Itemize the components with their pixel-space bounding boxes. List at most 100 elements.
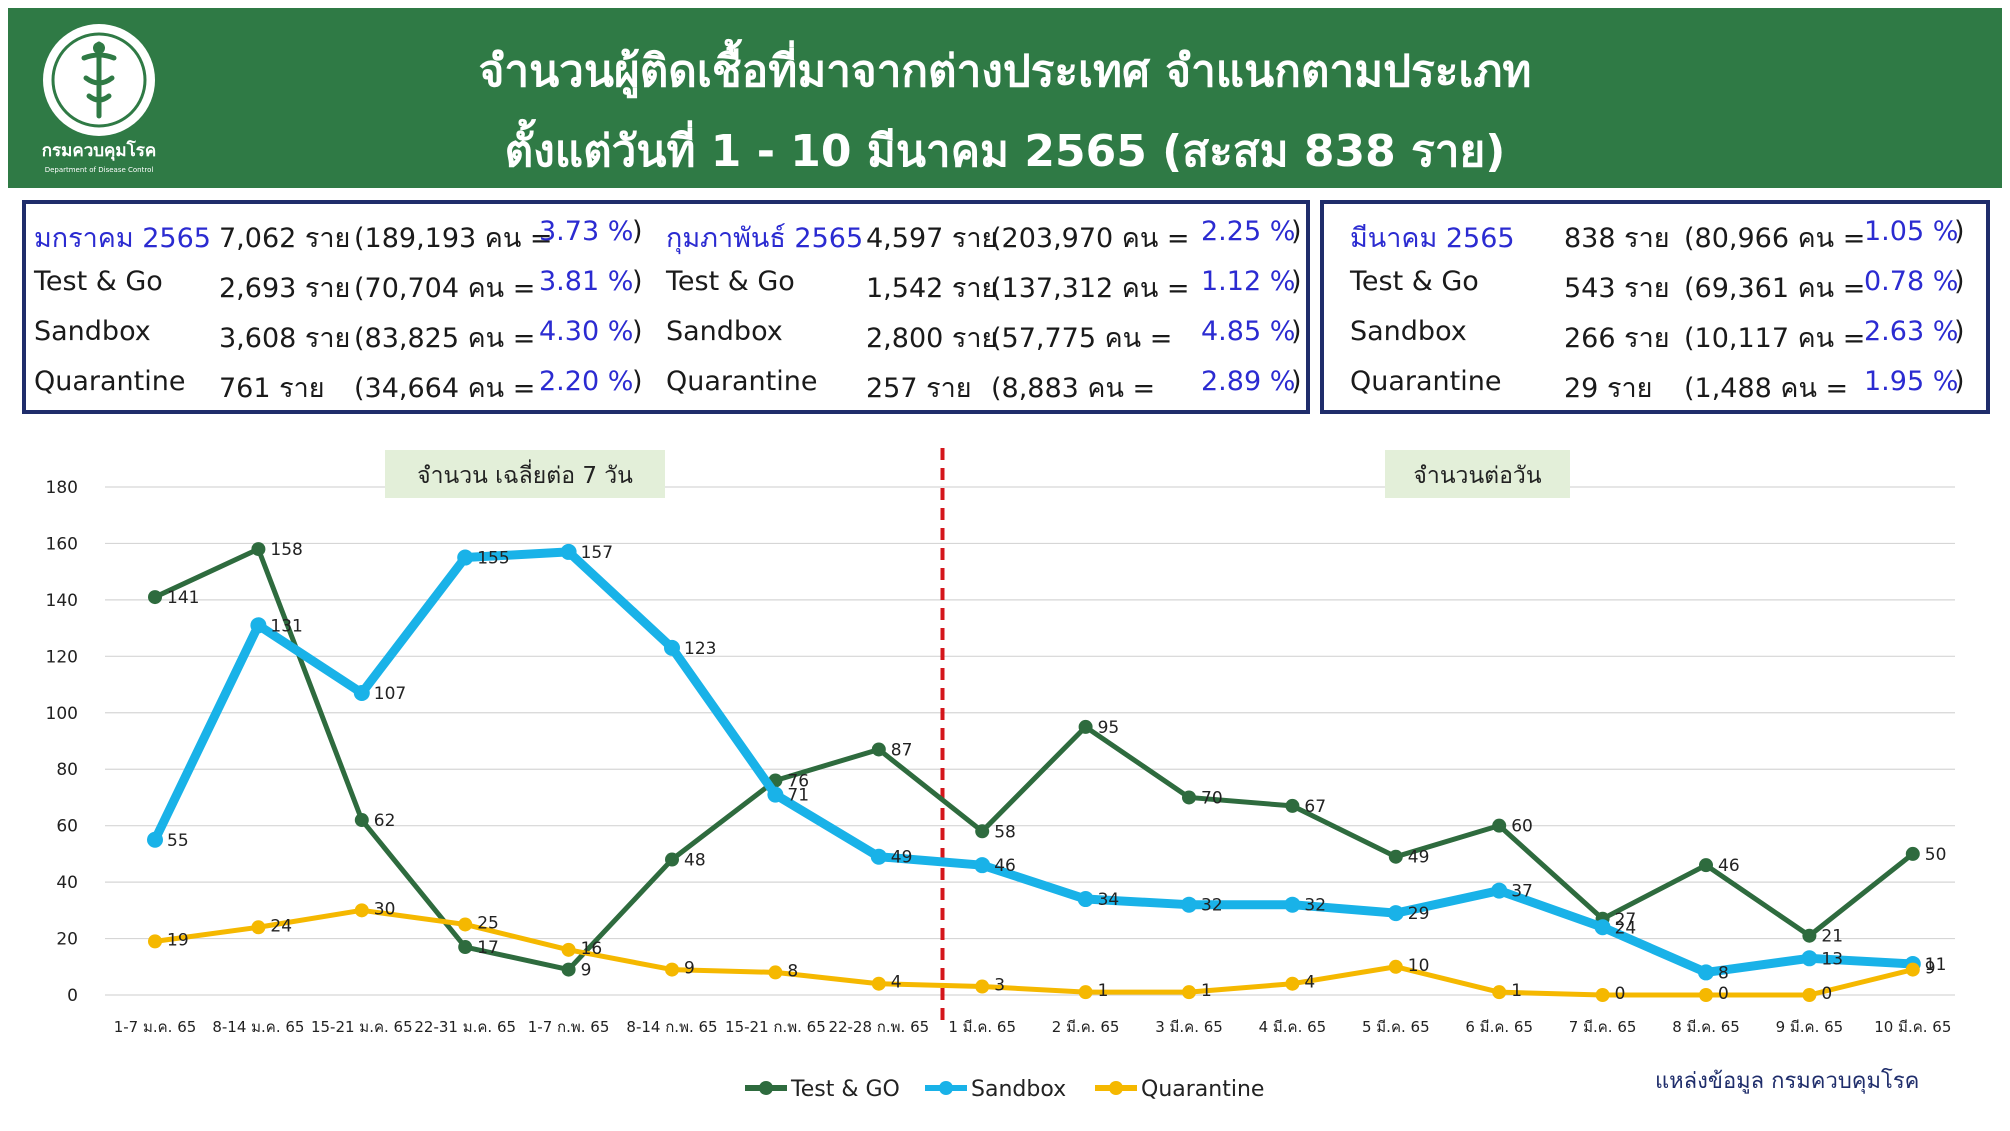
jan-row: Quarantine 761 ราย (34,664 คน = 2.20 %) — [26, 366, 1306, 406]
data-label: 141 — [167, 588, 199, 608]
feb-open: (203,970 คน = — [991, 223, 1190, 254]
x-tick-label: 15-21 ม.ค. 65 — [311, 1018, 413, 1036]
data-point — [1595, 988, 1610, 1002]
y-tick-label: 20 — [56, 930, 78, 950]
mar-open: (10,117 คน = — [1684, 323, 1866, 354]
data-label: 11 — [1925, 955, 1947, 975]
annotation-label: จำนวนต่อวัน — [1413, 463, 1541, 489]
ministry-logo-icon: กรมควบคุมโรค Department of Disease Contr… — [42, 24, 157, 174]
x-tick-label: 22-31 ม.ค. 65 — [414, 1018, 516, 1036]
jan-close: ) — [632, 366, 643, 397]
data-point — [1182, 790, 1196, 805]
data-point — [1285, 798, 1300, 813]
data-label: 158 — [270, 540, 302, 560]
data-point — [560, 543, 577, 560]
feb-pct: 2.89 % — [1201, 366, 1296, 397]
summary-box-mar: มีนาคม 2565 838 ราย (80,966 คน = 1.05 %) Tes… — [1320, 200, 1990, 414]
y-tick-label: 140 — [46, 591, 78, 611]
feb-close: ) — [1291, 316, 1302, 347]
data-point — [458, 917, 473, 932]
data-point — [457, 549, 474, 566]
data-point — [458, 940, 473, 955]
legend-marker — [939, 1081, 953, 1095]
data-label: 1 — [1098, 981, 1109, 1001]
data-label: 157 — [581, 543, 613, 563]
data-point — [871, 976, 886, 991]
data-label: 16 — [581, 939, 603, 959]
mar-close: ) — [1954, 316, 1965, 347]
feb-cases: 257 ราย — [866, 373, 972, 404]
x-tick-label: 3 มี.ค. 65 — [1155, 1018, 1223, 1036]
data-label: 0 — [1821, 984, 1832, 1004]
feb-label: Sandbox — [666, 316, 783, 347]
mar-cases: 266 ราย — [1564, 323, 1670, 354]
feb-close: ) — [1291, 266, 1302, 297]
mar-pct: 2.63 % — [1864, 316, 1959, 347]
page-subtitle: ตั้งแต่วันที่ 1 - 10 มีนาคม 2565 (สะสม 8… — [504, 126, 1506, 177]
legend-marker — [759, 1081, 773, 1095]
jan-label: Quarantine — [34, 366, 186, 397]
data-label: 123 — [684, 639, 716, 659]
data-label: 8 — [787, 961, 798, 981]
feb-open: (8,883 คน = — [991, 373, 1156, 404]
mar-row: Quarantine 29 ราย (1,488 คน = 1.95 %) — [1324, 366, 1986, 406]
data-point — [1492, 985, 1507, 1000]
data-label: 87 — [891, 740, 913, 760]
feb-cases: 1,542 ราย — [866, 273, 998, 304]
logo-text: กรมควบคุมโรค — [42, 140, 157, 161]
x-tick-label: 10 มี.ค. 65 — [1874, 1018, 1951, 1036]
data-point — [1388, 849, 1403, 864]
feb-cases: 2,800 ราย — [866, 323, 998, 354]
data-point — [768, 965, 783, 980]
data-label: 0 — [1615, 984, 1626, 1004]
data-label: 27 — [1615, 910, 1637, 930]
annotation-label: จำนวน เฉลี่ยต่อ 7 วัน — [417, 459, 633, 489]
feb-open: (137,312 คน = — [991, 273, 1190, 304]
data-point — [1077, 891, 1094, 908]
feb-row: Sandbox 2,800 ราย (57,775 คน = 4.85 %) — [26, 316, 1306, 356]
jan-open: (189,193 คน = — [354, 223, 553, 254]
data-point — [871, 742, 886, 757]
data-label: 1 — [1511, 981, 1522, 1001]
jan-row: Test & Go 2,693 ราย (70,704 คน = 3.81 %) — [26, 266, 1306, 306]
data-point — [148, 934, 162, 949]
data-point — [561, 962, 576, 977]
data-point — [870, 848, 887, 865]
x-tick-label: 8 มี.ค. 65 — [1672, 1018, 1740, 1036]
data-label: 48 — [684, 851, 706, 871]
jan-open: (83,825 คน = — [354, 323, 536, 354]
data-label: 46 — [1718, 856, 1740, 876]
jan-cases: 761 ราย — [219, 373, 325, 404]
data-point — [1698, 964, 1714, 981]
data-point — [975, 979, 990, 994]
data-point — [665, 852, 679, 867]
data-point — [1594, 919, 1611, 936]
feb-label: Test & Go — [666, 266, 795, 297]
data-point — [1284, 896, 1301, 913]
data-label: 4 — [1304, 973, 1315, 993]
data-label: 32 — [1201, 896, 1223, 916]
data-label: 30 — [374, 899, 396, 919]
x-tick-label: 1-7 ม.ค. 65 — [114, 1018, 197, 1036]
annotation-box — [1385, 450, 1570, 498]
page-title: จำนวนผู้ติดเชื้อที่มาจากต่างประเทศ จำแนก… — [478, 46, 1532, 97]
mar-label: Quarantine — [1350, 366, 1502, 397]
mar-row: Test & Go 543 ราย (69,361 คน = 0.78 %) — [1324, 266, 1986, 306]
x-tick-label: 8-14 ก.พ. 65 — [626, 1018, 717, 1036]
mar-close: ) — [1954, 216, 1965, 247]
mar-cases: 543 ราย — [1564, 273, 1670, 304]
x-tick-label: 5 มี.ค. 65 — [1362, 1018, 1430, 1036]
data-label: 9 — [1925, 959, 1936, 979]
data-label: 95 — [1098, 718, 1120, 738]
data-label: 21 — [1821, 927, 1843, 947]
series-line-2 — [154, 907, 1914, 998]
jan-cases: 2,693 ราย — [219, 273, 351, 304]
jan-cases: 7,062 ราย — [219, 223, 351, 254]
data-point — [1388, 959, 1403, 974]
y-tick-label: 80 — [56, 760, 78, 780]
feb-close: ) — [1291, 366, 1302, 397]
data-point — [975, 824, 990, 839]
data-point — [974, 857, 991, 874]
feb-row: กุมภาพันธ์ 2565 4,597 ราย (203,970 คน = 2.2… — [26, 216, 1306, 256]
legend-label: Sandbox — [971, 1077, 1066, 1102]
